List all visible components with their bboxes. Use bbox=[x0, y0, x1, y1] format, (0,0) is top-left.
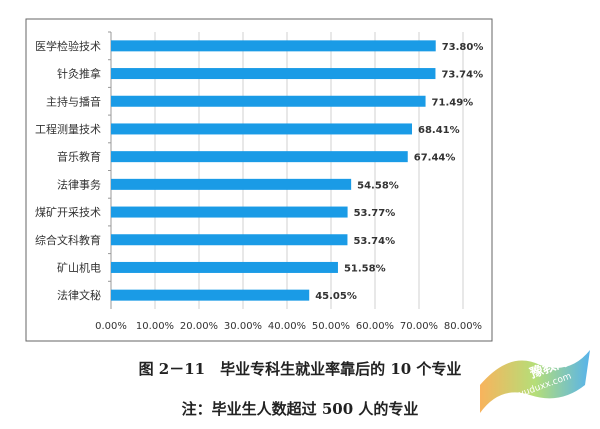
x-tick-label: 50.00% bbox=[312, 321, 350, 332]
bar bbox=[111, 234, 348, 246]
x-tick-label: 60.00% bbox=[356, 321, 394, 332]
category-label: 针灸推拿 bbox=[57, 67, 101, 81]
bar bbox=[111, 178, 352, 190]
bar bbox=[111, 289, 310, 301]
category-label: 音乐教育 bbox=[57, 150, 101, 164]
bar bbox=[111, 151, 408, 163]
bar bbox=[111, 95, 426, 107]
x-tick-label: 40.00% bbox=[268, 321, 306, 332]
data-label: 73.80% bbox=[442, 42, 484, 53]
x-tick-label: 70.00% bbox=[400, 321, 438, 332]
data-label: 51.58% bbox=[344, 263, 386, 274]
x-tick-label: 0.00% bbox=[95, 321, 127, 332]
category-label: 法律事务 bbox=[57, 177, 101, 191]
bar bbox=[111, 206, 348, 218]
category-label: 医学检验技术 bbox=[35, 39, 101, 53]
bar bbox=[111, 123, 413, 135]
bar bbox=[111, 40, 436, 52]
category-label: 矿山机电 bbox=[57, 260, 101, 274]
figure-note: 注：毕业生人数超过 500 人的专业 bbox=[181, 400, 419, 418]
x-tick-label: 30.00% bbox=[224, 321, 262, 332]
x-tick-label: 80.00% bbox=[444, 321, 482, 332]
category-label: 主持与播音 bbox=[46, 94, 101, 108]
category-label: 煤矿开采技术 bbox=[35, 206, 101, 219]
data-label: 67.44% bbox=[414, 153, 456, 164]
bar bbox=[111, 261, 338, 273]
data-label: 54.58% bbox=[357, 180, 399, 191]
data-label: 53.74% bbox=[353, 236, 395, 247]
bar bbox=[111, 68, 436, 80]
data-label: 73.74% bbox=[441, 70, 483, 81]
category-label: 工程测量技术 bbox=[35, 123, 101, 136]
x-tick-label: 20.00% bbox=[180, 321, 218, 332]
watermark-logo: 豫教网 yuduxx.com bbox=[480, 350, 590, 413]
figure-caption: 图 2－11 毕业专科生就业率靠后的 10 个专业 bbox=[138, 360, 462, 378]
category-label: 法律文秘 bbox=[57, 288, 101, 302]
data-label: 45.05% bbox=[315, 291, 357, 302]
category-label: 综合文科教育 bbox=[35, 233, 101, 247]
data-label: 71.49% bbox=[432, 97, 474, 108]
data-label: 53.77% bbox=[354, 208, 396, 219]
x-tick-label: 10.00% bbox=[136, 321, 174, 332]
bar-chart: 0.00% 10.00% 20.00% 30.00% 40.00% 50.00% 60.00… bbox=[25, 18, 493, 342]
data-label: 68.41% bbox=[418, 125, 460, 136]
